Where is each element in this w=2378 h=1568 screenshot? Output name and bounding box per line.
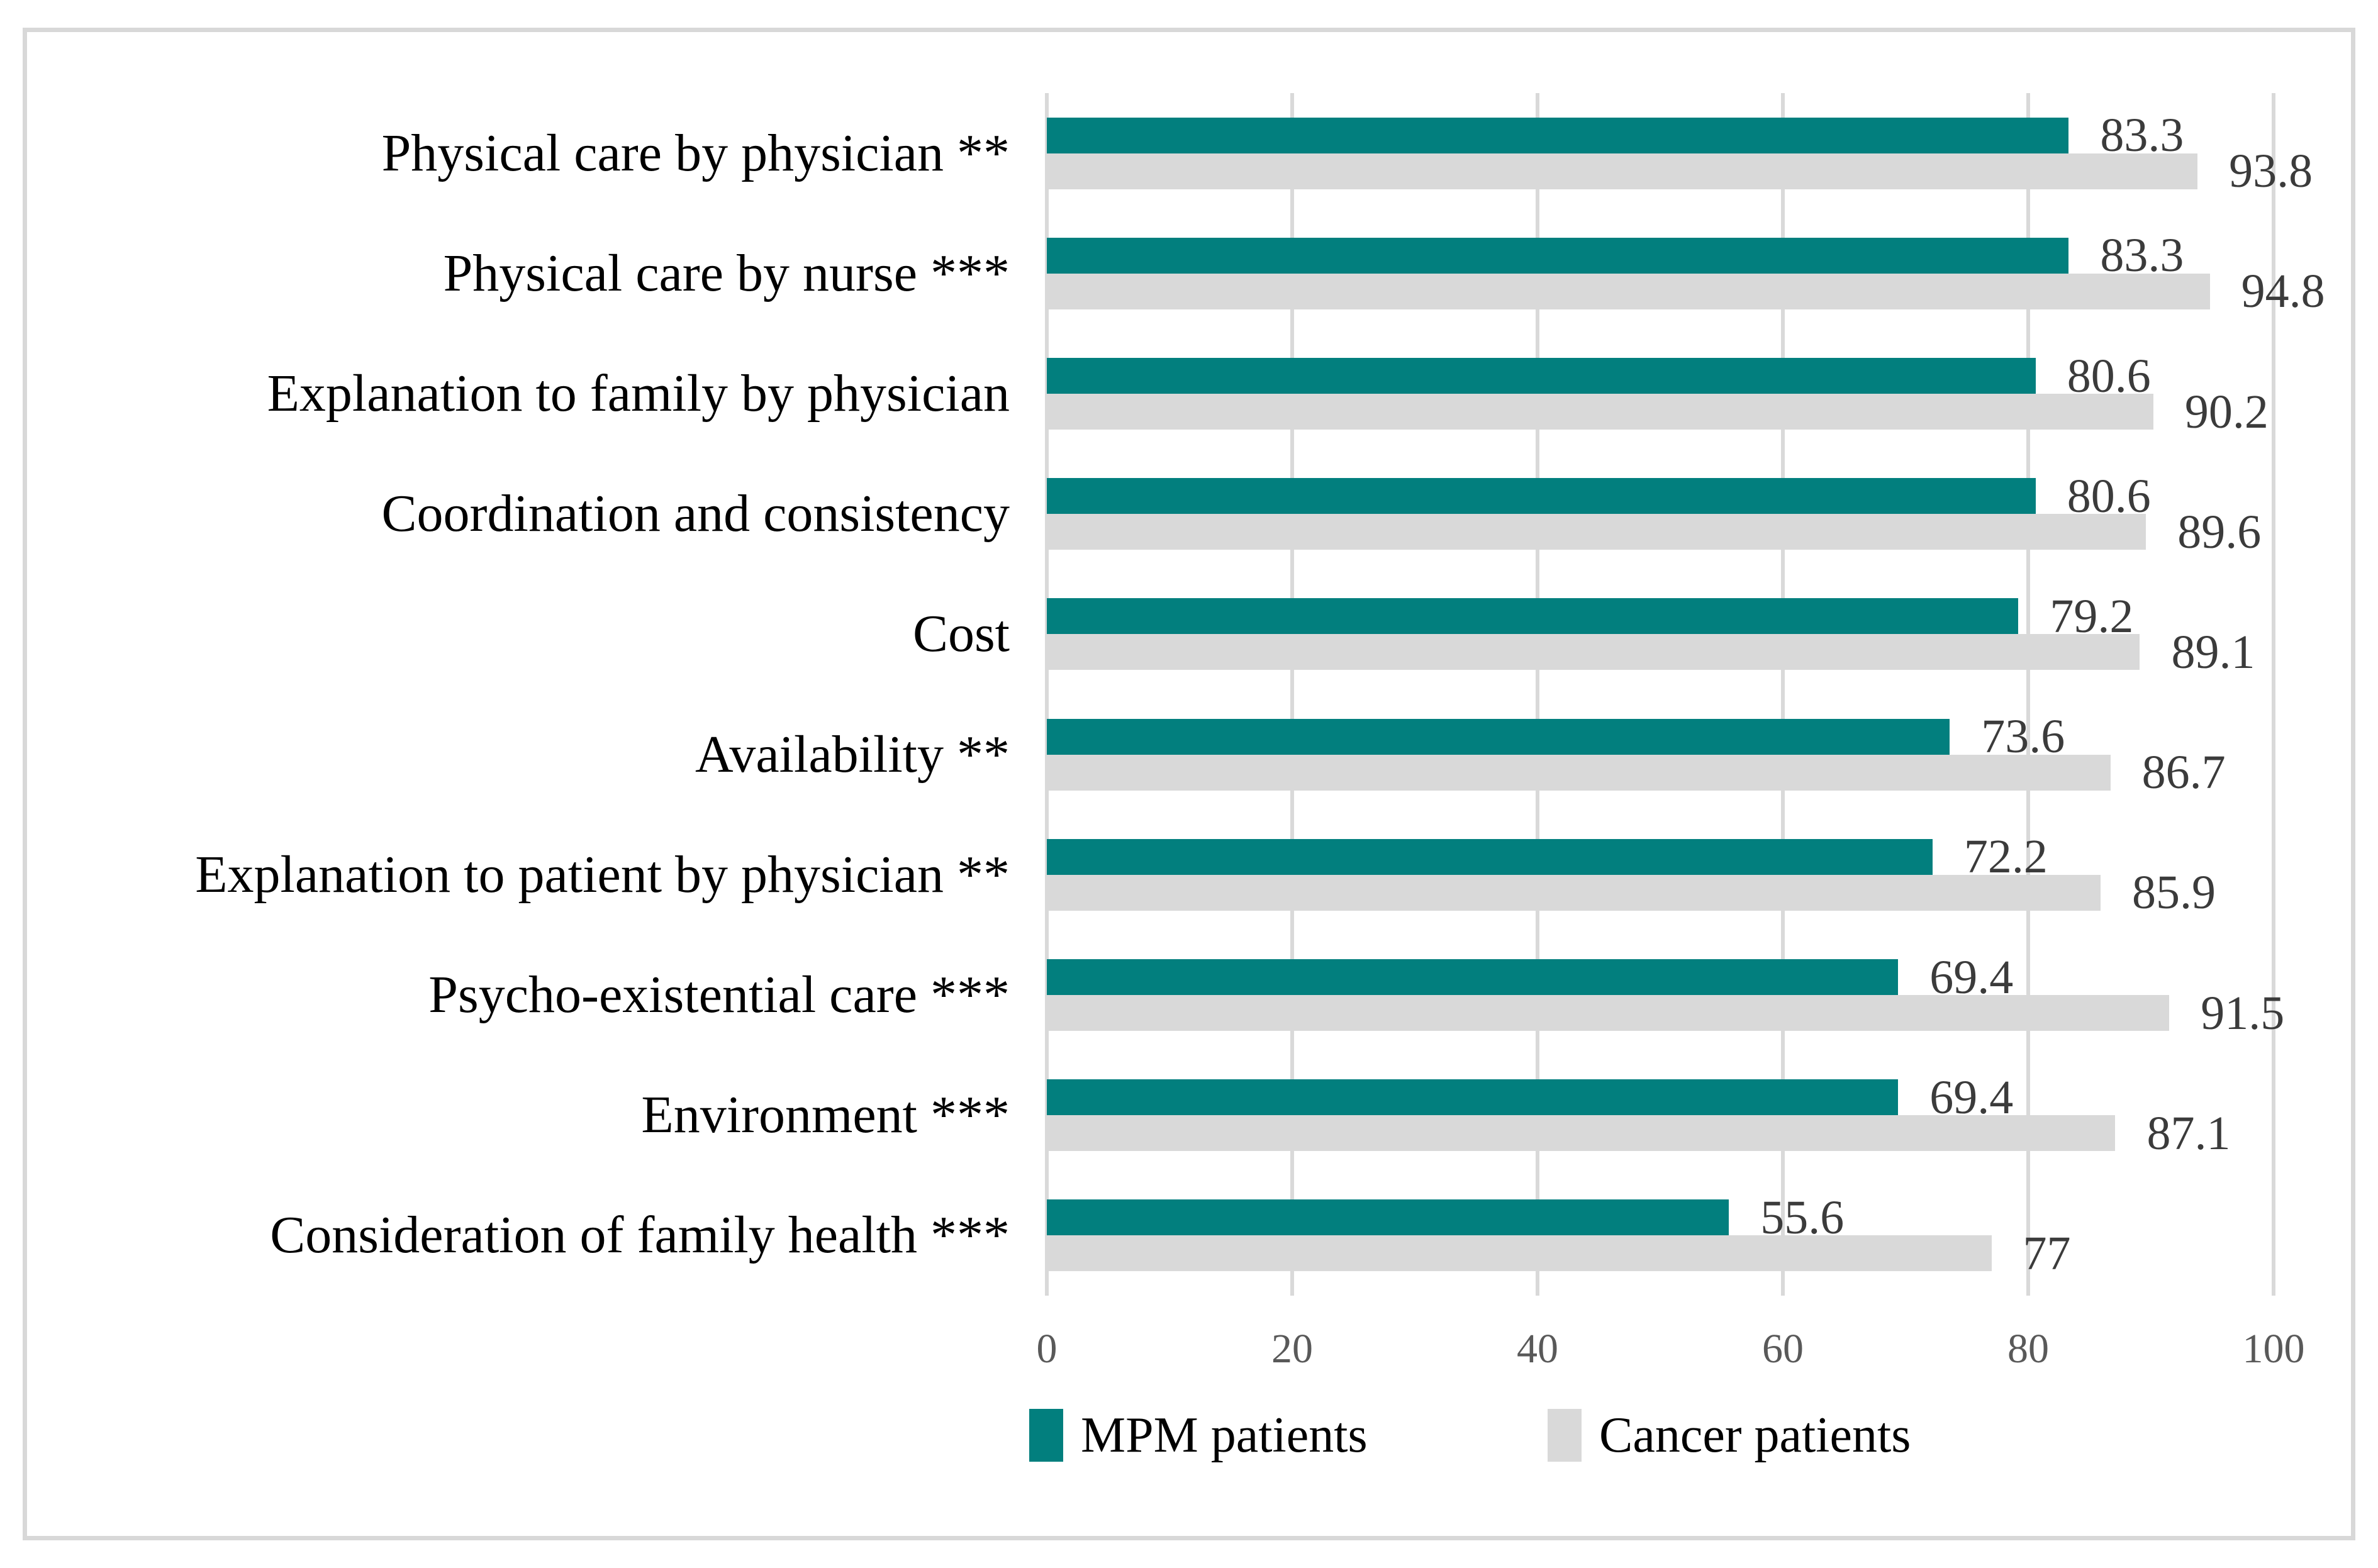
x-tick-label: 60 [1762, 1326, 1804, 1372]
mpm-value-label: 72.2 [1963, 830, 2048, 884]
mpm-value-label: 80.6 [2067, 349, 2151, 403]
category-label: Consideration of family health *** [270, 1206, 1010, 1265]
gridline [2026, 93, 2030, 1296]
cancer-value-label: 94.8 [2241, 265, 2325, 318]
cancer-bar [1047, 995, 2170, 1031]
mpm-value-label: 55.6 [1760, 1191, 1845, 1244]
mpm-value-label: 79.2 [2050, 589, 2134, 643]
cancer-value-label: 86.7 [2141, 746, 2226, 799]
category-label: Environment *** [641, 1086, 1010, 1145]
cancer-bar [1047, 754, 2111, 791]
mpm-bar [1047, 718, 1950, 755]
cancer-value-label: 91.5 [2201, 986, 2285, 1040]
mpm-bar [1047, 237, 2069, 274]
cancer-legend-label: Cancer patients [1599, 1408, 1911, 1463]
gridline [2272, 93, 2275, 1296]
cancer-bar [1047, 874, 2101, 911]
mpm-value-label: 69.4 [1929, 950, 2014, 1004]
legend-item-cancer: Cancer patients [1548, 1404, 1911, 1467]
cancer-bar [1047, 153, 2198, 189]
cancer-value-label: 77 [2023, 1226, 2071, 1280]
cancer-bar [1047, 273, 2210, 309]
mpm-legend-label: MPM patients [1081, 1408, 1368, 1463]
category-label: Cost [912, 604, 1010, 664]
mpm-value-label: 80.6 [2067, 469, 2151, 523]
x-tick-label: 0 [1036, 1326, 1058, 1372]
cancer-bar [1047, 1115, 2116, 1152]
mpm-bar [1047, 959, 1899, 995]
cancer-bar [1047, 1235, 1992, 1272]
mpm-value-label: 73.6 [1981, 710, 2065, 764]
mpm-bar [1047, 1079, 1899, 1116]
legend-item-mpm: MPM patients [1029, 1404, 1368, 1467]
mpm-bar [1047, 598, 2019, 635]
x-tick-label: 80 [2007, 1326, 2049, 1372]
plot-area: 83.3 93.8 83.3 94.8 80.6 90.2 80.6 89.6 79.2 89.1… [1045, 93, 2325, 1296]
category-label: Physical care by nurse *** [443, 243, 1010, 303]
x-tick-label: 100 [2242, 1326, 2305, 1372]
category-label: Psycho-existential care *** [428, 965, 1010, 1024]
category-label: Explanation to patient by physician ** [195, 845, 1010, 904]
mpm-bar [1047, 838, 1933, 875]
mpm-value-label: 83.3 [2100, 109, 2184, 162]
mpm-value-label: 83.3 [2100, 229, 2184, 282]
mpm-bar [1047, 358, 2036, 394]
cancer-value-label: 89.6 [2177, 505, 2262, 559]
mpm-bar [1047, 478, 2036, 514]
chart-border [23, 28, 2355, 1540]
mpm-bar [1047, 117, 2069, 153]
category-label: Availability ** [695, 725, 1010, 784]
mpm-bar [1047, 1199, 1729, 1236]
category-label: Explanation to family by physician [267, 364, 1010, 423]
cancer-value-label: 93.8 [2229, 145, 2313, 198]
cancer-bar [1047, 514, 2146, 550]
x-tick-label: 20 [1271, 1326, 1313, 1372]
cancer-bar [1047, 394, 2153, 430]
cancer-value-label: 87.1 [2146, 1106, 2231, 1160]
category-label: Physical care by physician ** [381, 123, 1010, 182]
cancer-legend-swatch-icon [1548, 1409, 1582, 1462]
gridline [1536, 93, 1539, 1296]
cancer-value-label: 90.2 [2184, 385, 2269, 438]
x-tick-label: 40 [1517, 1326, 1558, 1372]
mpm-legend-swatch-icon [1029, 1409, 1063, 1462]
cancer-bar [1047, 634, 2140, 670]
gridline [1290, 93, 1294, 1296]
cancer-value-label: 85.9 [2132, 866, 2216, 920]
gridline [1781, 93, 1785, 1296]
category-label: Coordination and consistency [381, 484, 1010, 543]
mpm-value-label: 69.4 [1929, 1070, 2014, 1124]
cancer-value-label: 89.1 [2171, 625, 2255, 679]
gridline [1045, 93, 1049, 1296]
